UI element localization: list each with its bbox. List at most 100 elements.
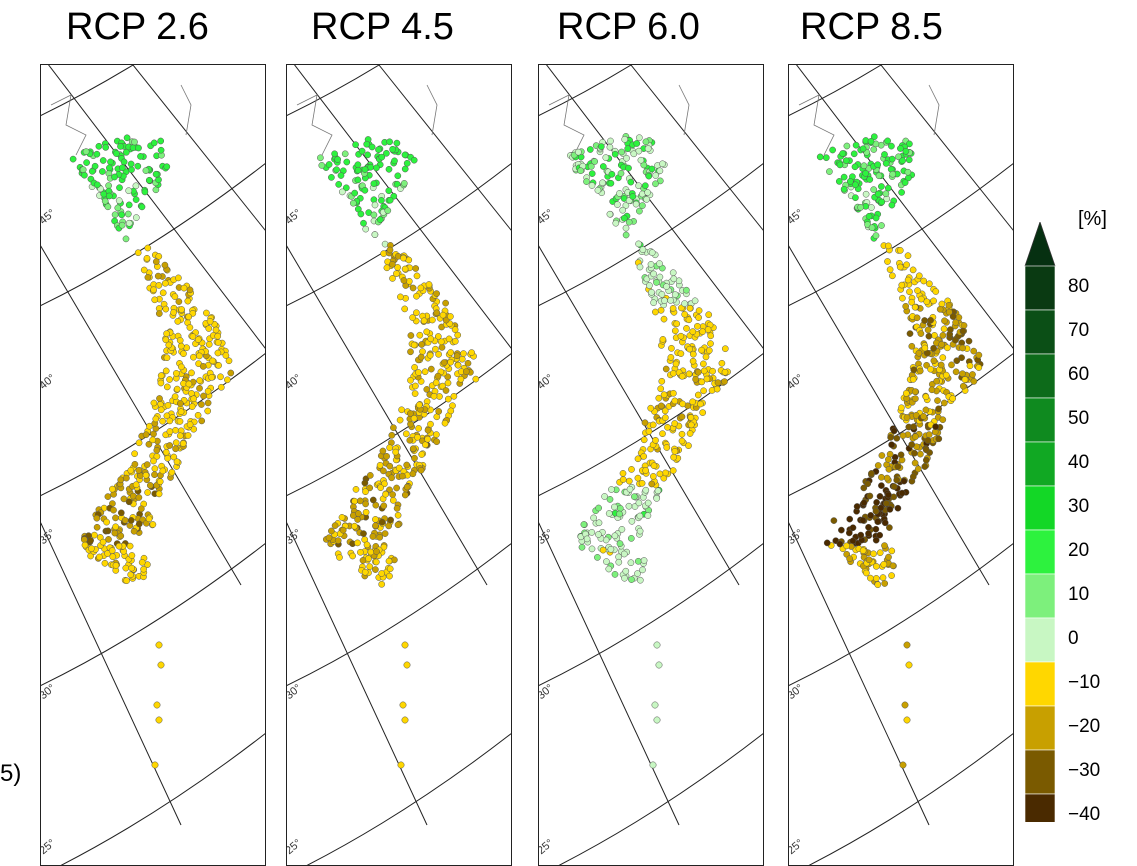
station-marker: [104, 550, 111, 557]
graticule-longitude: [287, 522, 428, 826]
station-marker: [853, 503, 861, 510]
station-marker: [166, 417, 174, 425]
station-marker: [930, 297, 937, 305]
legend-swatch: [1024, 705, 1056, 751]
station-marker: [389, 491, 396, 498]
station-marker: [151, 471, 158, 479]
station-marker: [205, 325, 213, 332]
station-marker: [829, 146, 836, 154]
station-marker: [649, 421, 657, 429]
station-marker: [616, 540, 624, 547]
legend-swatch: [1024, 793, 1056, 822]
station-marker: [894, 504, 902, 512]
station-marker: [80, 536, 88, 543]
station-marker: [188, 403, 196, 410]
station-marker: [170, 309, 177, 316]
station-marker: [671, 420, 679, 427]
station-marker: [163, 163, 171, 171]
station-marker: [689, 357, 697, 365]
station-marker: [687, 414, 695, 421]
station-marker: [618, 526, 626, 533]
station-marker: [450, 392, 458, 400]
station-marker: [325, 534, 333, 542]
station-marker: [401, 165, 409, 173]
station-marker: [867, 574, 874, 582]
station-marker: [104, 493, 112, 500]
station-marker: [376, 533, 384, 541]
station-marker: [435, 350, 442, 358]
station-marker: [159, 467, 167, 475]
station-marker: [150, 399, 158, 407]
station-marker: [889, 562, 897, 570]
station-marker: [640, 557, 648, 564]
station-marker: [172, 426, 179, 434]
station-marker: [678, 437, 686, 445]
station-marker: [131, 138, 138, 146]
station-marker: [619, 476, 627, 483]
station-marker: [694, 368, 702, 376]
station-marker: [410, 415, 418, 422]
legend-tick-label: 40: [1068, 452, 1090, 473]
station-marker: [433, 309, 441, 317]
graticule-longitude: [630, 65, 763, 231]
map-canvas: [287, 65, 511, 865]
station-marker: [671, 327, 679, 335]
station-marker: [338, 514, 346, 521]
station-marker: [161, 261, 169, 269]
station-marker: [137, 505, 145, 513]
station-marker: [903, 641, 911, 649]
station-marker: [206, 318, 214, 325]
station-marker: [123, 474, 130, 482]
station-marker: [138, 559, 146, 566]
station-marker: [411, 454, 418, 462]
station-marker: [917, 330, 925, 337]
station-marker: [409, 445, 417, 453]
station-marker: [208, 374, 216, 381]
station-marker: [162, 336, 170, 344]
legend-tick-label: −20: [1068, 716, 1101, 737]
station-marker: [627, 535, 635, 542]
station-marker: [670, 369, 677, 377]
station-marker: [934, 397, 941, 404]
station-marker: [867, 138, 875, 145]
station-marker: [707, 332, 715, 340]
station-marker: [840, 185, 848, 193]
station-marker: [364, 151, 371, 159]
station-marker: [383, 264, 391, 272]
station-marker: [886, 524, 893, 531]
legend-tick-label: 20: [1068, 540, 1090, 561]
station-marker: [874, 161, 882, 169]
station-marker: [399, 472, 406, 480]
station-marker: [155, 716, 163, 724]
station-marker: [939, 332, 947, 339]
station-marker: [432, 345, 439, 353]
station-marker: [209, 357, 216, 365]
station-marker: [646, 282, 653, 289]
station-marker: [649, 473, 657, 480]
legend-top-arrow: [1024, 222, 1056, 267]
station-marker: [587, 163, 595, 170]
station-marker: [893, 476, 901, 484]
station-marker: [661, 297, 668, 305]
station-marker: [394, 511, 402, 519]
station-marker: [625, 502, 633, 510]
station-marker: [896, 263, 904, 271]
station-marker: [654, 487, 662, 495]
station-marker: [190, 395, 197, 403]
station-marker: [442, 387, 450, 394]
graticule-latitude: [558, 733, 763, 865]
station-marker: [185, 380, 193, 388]
station-marker: [705, 347, 713, 354]
station-marker: [914, 465, 922, 473]
station-marker: [911, 303, 919, 311]
station-marker: [938, 341, 945, 348]
station-marker: [932, 423, 939, 431]
station-marker: [103, 518, 110, 526]
station-marker: [965, 337, 973, 345]
coastline: [798, 84, 940, 156]
station-marker: [683, 325, 690, 332]
station-marker: [588, 529, 596, 536]
station-marker: [371, 231, 379, 238]
station-marker: [959, 370, 966, 378]
station-marker: [661, 407, 669, 415]
